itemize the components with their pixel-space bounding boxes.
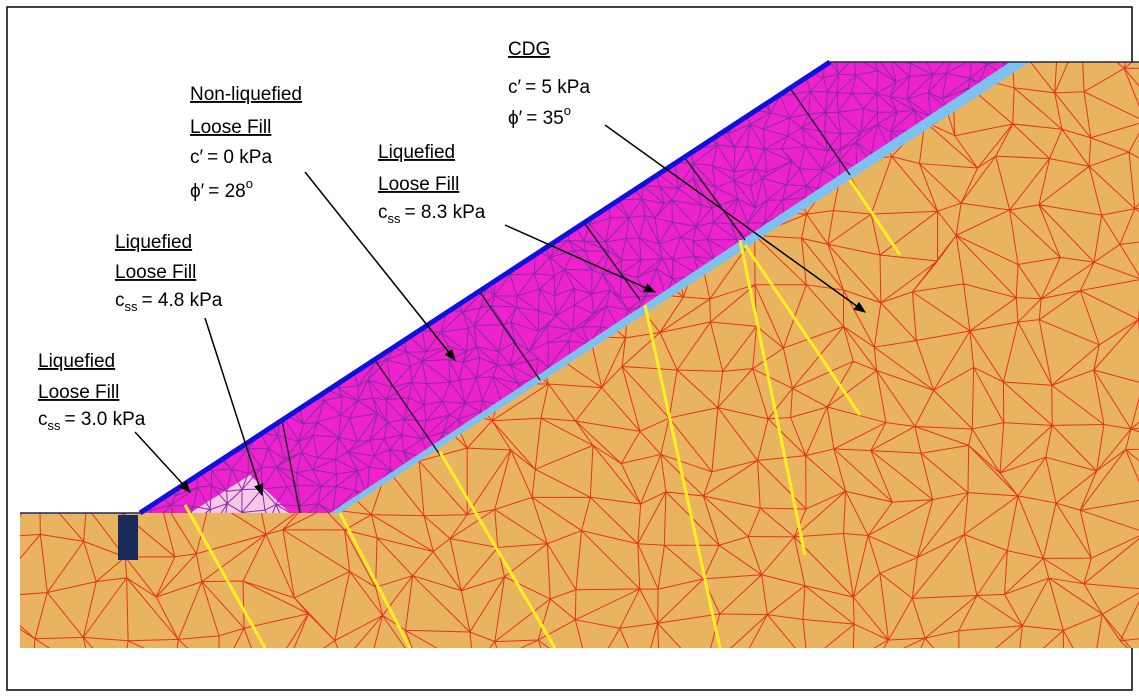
heading: Loose Fill <box>115 262 196 283</box>
parameter-part: o <box>246 176 253 191</box>
parameter-part: c′ <box>508 77 522 98</box>
parameter-part: = 35 <box>526 108 564 129</box>
parameter-part: ss <box>48 418 62 433</box>
parameter-part: = 8.3 kPa <box>405 202 486 223</box>
block <box>118 515 138 560</box>
parameter-part: ss <box>388 211 402 226</box>
parameter: css= 3.0 kPa <box>38 409 146 433</box>
heading: Liquefied <box>38 351 115 372</box>
parameter-part: c <box>378 202 388 223</box>
parameter-part: ss <box>125 299 139 314</box>
parameter-part: = 28 <box>208 181 246 202</box>
heading: Loose Fill <box>190 117 271 138</box>
figure: CDGc′= 5 kPaϕ′= 35oNon-liquefiedLoose Fi… <box>0 0 1139 696</box>
parameter-part: = 5 kPa <box>525 77 590 98</box>
parameter: ϕ′= 28o <box>190 176 253 202</box>
parameter-part: ϕ′ <box>190 181 205 202</box>
parameter-part: c <box>115 290 125 311</box>
heading: CDG <box>508 39 550 60</box>
heading: Liquefied <box>378 142 455 163</box>
parameter-part: c′ <box>190 147 204 168</box>
parameter: c′= 5 kPa <box>508 77 590 98</box>
parameter: css= 4.8 kPa <box>115 290 223 314</box>
parameter: c′= 0 kPa <box>190 147 272 168</box>
heading: Non-liquefied <box>190 84 302 105</box>
parameter: css= 8.3 kPa <box>378 202 486 226</box>
parameter: ϕ′= 35o <box>508 103 571 129</box>
parameter-part: = 4.8 kPa <box>142 290 223 311</box>
parameter-part: c <box>38 409 48 430</box>
parameter-part: ϕ′ <box>508 108 523 129</box>
heading: Loose Fill <box>38 382 119 403</box>
heading: Liquefied <box>115 232 192 253</box>
parameter-part: = 3.0 kPa <box>65 409 146 430</box>
parameter-part: = 0 kPa <box>207 147 272 168</box>
parameter-part: o <box>564 103 571 118</box>
heading: Loose Fill <box>378 174 459 195</box>
